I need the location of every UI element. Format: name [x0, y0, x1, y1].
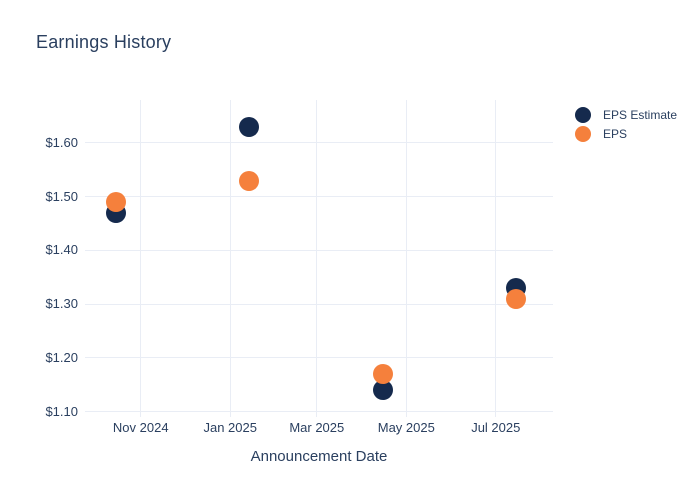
x-gridline [140, 100, 142, 417]
x-gridline [495, 100, 497, 417]
data-point[interactable] [372, 364, 393, 385]
legend-marker-icon [575, 106, 591, 123]
x-axis-title: Announcement Date [250, 448, 388, 465]
y-tick-label: $1.10 [45, 403, 78, 419]
y-tick-label: $1.20 [45, 349, 78, 365]
y-tick-label: $1.30 [45, 296, 78, 312]
legend-label: EPS Estimate [603, 107, 678, 122]
y-tick-label: $1.50 [45, 188, 78, 204]
y-tick-label: $1.40 [45, 242, 78, 258]
x-tick-label: Jan 2025 [203, 420, 257, 435]
x-gridline [316, 100, 318, 417]
y-gridline [85, 142, 553, 144]
y-gridline [85, 411, 553, 413]
data-point[interactable] [506, 288, 527, 309]
data-point[interactable] [372, 380, 393, 401]
data-point[interactable] [239, 170, 260, 191]
x-tick-label: May 2025 [377, 420, 435, 435]
x-tick-label: Jul 2025 [471, 420, 521, 435]
y-gridline [85, 249, 553, 251]
legend: EPS Estimate EPS [575, 105, 677, 143]
legend-label: EPS [603, 126, 628, 141]
x-gridline [405, 100, 407, 417]
y-tick-label: $1.60 [45, 134, 78, 150]
legend-entry[interactable]: EPS Estimate [575, 105, 677, 124]
data-point[interactable] [105, 192, 126, 213]
legend-entry[interactable]: EPS [575, 124, 677, 143]
data-point[interactable] [239, 116, 260, 137]
x-tick-label: Mar 2025 [289, 420, 345, 435]
x-tick-label: Nov 2024 [112, 420, 169, 435]
chart-title: Earnings History [36, 32, 172, 52]
y-gridline [85, 303, 553, 305]
legend-marker-icon [575, 125, 591, 142]
y-gridline [85, 196, 553, 198]
y-gridline [85, 357, 553, 359]
x-gridline [229, 100, 231, 417]
